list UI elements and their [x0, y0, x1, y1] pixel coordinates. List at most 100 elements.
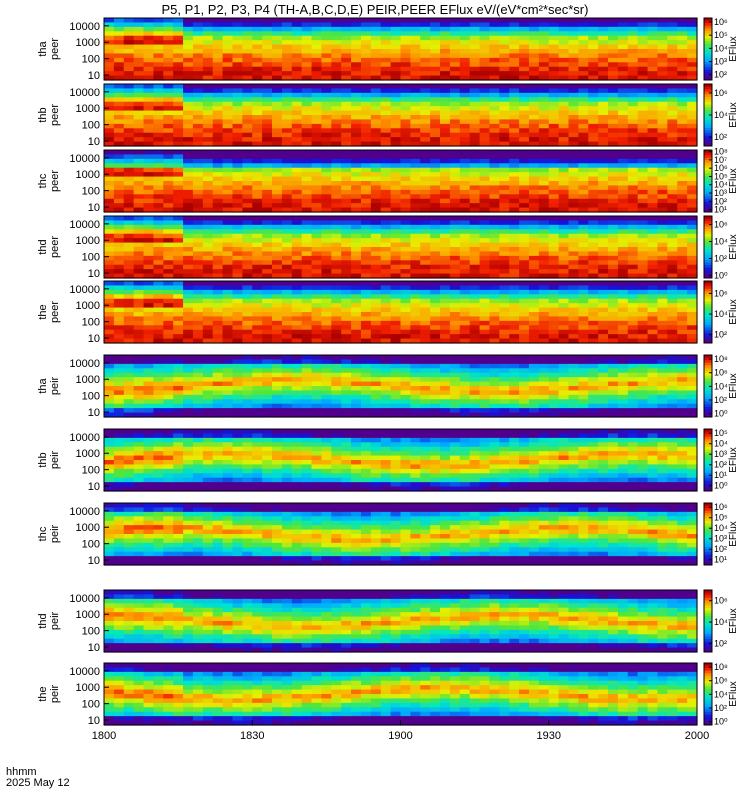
heatmap-cell: [192, 403, 204, 409]
heatmap-cell: [499, 154, 510, 160]
heatmap-cell: [370, 49, 382, 55]
heatmap-cell: [519, 18, 530, 24]
heatmap-cell: [667, 303, 678, 309]
heatmap-cell: [163, 22, 174, 28]
heatmap-cell: [123, 224, 135, 230]
heatmap-cell: [360, 163, 372, 169]
heatmap-cell: [479, 403, 491, 409]
heatmap-cell: [479, 57, 491, 63]
heatmap-cell: [430, 255, 441, 261]
heatmap-cell: [301, 334, 313, 340]
y-label-product: peer: [49, 38, 61, 60]
heatmap-cell: [133, 57, 145, 63]
heatmap-cell: [202, 408, 214, 414]
heatmap-cell: [143, 386, 155, 392]
heatmap-cell: [538, 198, 550, 204]
colorbar-segment: [704, 324, 712, 328]
heatmap-cell: [528, 334, 540, 340]
heatmap-cell: [242, 128, 253, 134]
heatmap-cell: [192, 260, 204, 266]
heatmap-cell: [192, 355, 204, 361]
heatmap-cell: [430, 53, 441, 59]
heatmap-cell: [321, 403, 332, 409]
heatmap-cell: [321, 233, 332, 239]
heatmap-cell: [617, 338, 629, 344]
heatmap-cell: [519, 207, 530, 213]
heatmap-cell: [440, 399, 451, 405]
heatmap-cell: [311, 84, 323, 90]
heatmap-cell: [311, 132, 323, 138]
heatmap-cell: [321, 269, 332, 275]
heatmap-cell: [647, 35, 659, 41]
heatmap-cell: [558, 285, 570, 291]
heatmap-cell: [262, 264, 273, 270]
heatmap-cell: [281, 40, 293, 46]
heatmap-cell: [341, 242, 352, 248]
heatmap-cell: [499, 298, 510, 304]
heatmap-cell: [321, 251, 332, 257]
heatmap-cell: [281, 294, 293, 300]
heatmap-cell: [647, 264, 659, 270]
heatmap-cell: [183, 381, 194, 387]
heatmap-cell: [548, 115, 560, 121]
heatmap-cell: [242, 198, 253, 204]
heatmap-cell: [370, 35, 382, 41]
heatmap-cell: [410, 18, 421, 24]
heatmap-cell: [143, 260, 155, 266]
heatmap-cell: [548, 66, 560, 72]
heatmap-cell: [687, 189, 698, 195]
heatmap-cell: [192, 229, 204, 235]
heatmap-cell: [657, 247, 668, 253]
heatmap-cell: [281, 247, 293, 253]
heatmap-cell: [380, 242, 392, 248]
heatmap-cell: [341, 386, 352, 392]
heatmap-cell: [123, 251, 135, 257]
heatmap-cell: [687, 224, 698, 230]
heatmap-cell: [440, 150, 451, 156]
heatmap-cell: [291, 399, 303, 405]
heatmap-cell: [380, 307, 392, 313]
heatmap-cell: [420, 372, 431, 378]
heatmap-cell: [370, 381, 382, 387]
heatmap-cell: [509, 255, 520, 261]
heatmap-cell: [104, 220, 115, 226]
heatmap-cell: [637, 216, 649, 222]
heatmap-cell: [341, 75, 352, 81]
heatmap-cell: [548, 92, 560, 98]
heatmap-cell: [489, 101, 500, 107]
heatmap-cell: [311, 338, 323, 344]
heatmap-cell: [173, 110, 184, 116]
heatmap-cell: [677, 115, 688, 121]
heatmap-cell: [311, 66, 323, 72]
heatmap-cell: [123, 176, 135, 182]
heatmap-cell: [647, 289, 659, 295]
heatmap-cell: [104, 372, 115, 378]
heatmap-cell: [390, 316, 402, 322]
heatmap-cell: [104, 229, 115, 235]
heatmap-cell: [252, 92, 263, 98]
heatmap-cell: [509, 44, 520, 50]
heatmap-cell: [578, 66, 589, 72]
heatmap-cell: [499, 53, 510, 59]
heatmap-cell: [479, 285, 491, 291]
heatmap-cell: [538, 57, 550, 63]
colorbar-tick-label: 10⁴: [714, 110, 728, 120]
heatmap-cell: [133, 150, 145, 156]
heatmap-cell: [598, 303, 609, 309]
heatmap-cell: [143, 381, 155, 387]
heatmap-cell: [153, 22, 164, 28]
heatmap-cell: [242, 22, 253, 28]
heatmap-cell: [173, 320, 184, 326]
heatmap-cell: [617, 141, 629, 147]
heatmap-cell: [281, 390, 293, 396]
heatmap-cell: [657, 141, 668, 147]
heatmap-cell: [311, 269, 323, 275]
heatmap-cell: [479, 233, 491, 239]
heatmap-cell: [173, 207, 184, 213]
heatmap-cell: [578, 163, 589, 169]
heatmap-cell: [489, 115, 500, 121]
heatmap-cell: [558, 123, 570, 129]
heatmap-cell: [499, 26, 510, 32]
heatmap-cell: [173, 158, 184, 164]
heatmap-cell: [479, 71, 491, 77]
